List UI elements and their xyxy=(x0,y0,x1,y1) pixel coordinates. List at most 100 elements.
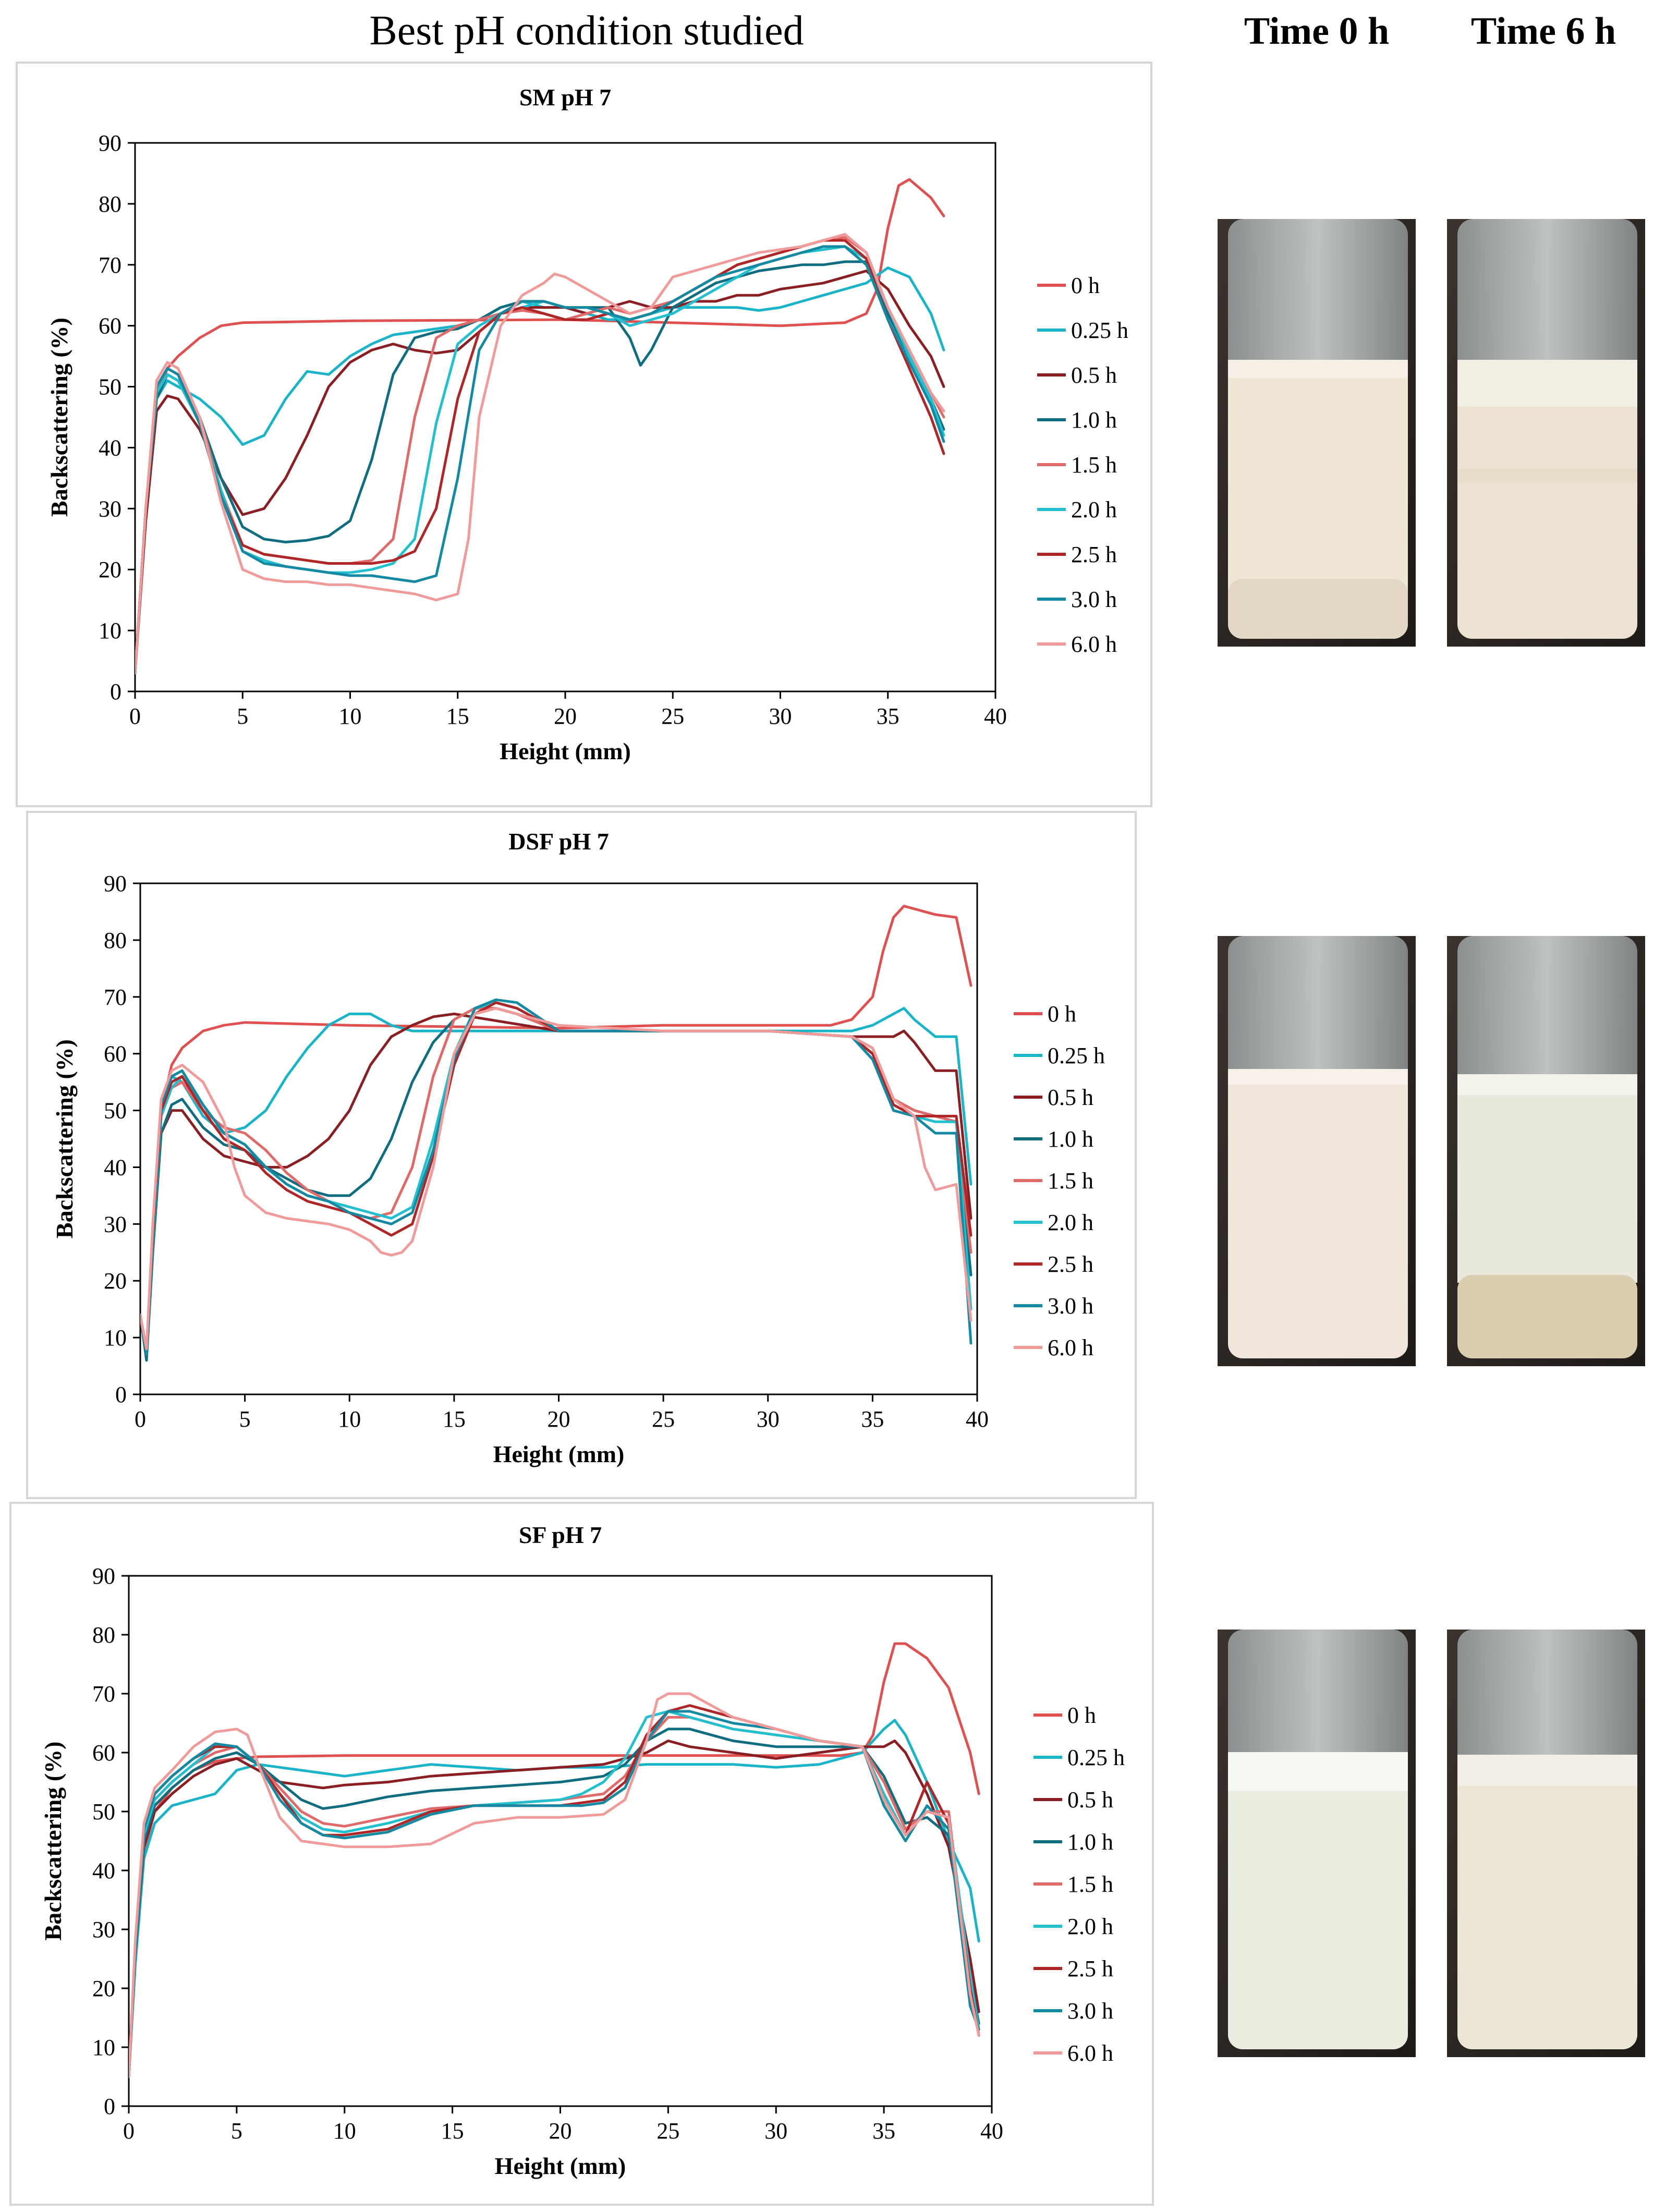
series-group xyxy=(140,905,972,1362)
legend-label: 1.5 h xyxy=(1067,1871,1113,1897)
legend-label: 0.5 h xyxy=(1048,1085,1093,1110)
chart-title: SM pH 7 xyxy=(519,84,611,111)
series-line-0-5-h xyxy=(135,270,945,675)
series-line-0-h xyxy=(129,1642,980,2078)
y-axis-title: Backscattering (%) xyxy=(51,1039,78,1238)
legend-label: 6.0 h xyxy=(1048,1335,1093,1360)
x-tick-label: 0 xyxy=(123,2118,135,2144)
legend-label: 2.5 h xyxy=(1067,1956,1113,1982)
x-tick-label: 40 xyxy=(966,1406,989,1432)
y-tick-label: 60 xyxy=(99,313,121,339)
series-line-0-h xyxy=(135,178,945,675)
y-tick-label: 30 xyxy=(104,1211,127,1237)
y-tick-label: 10 xyxy=(104,1325,127,1351)
x-tick-label: 30 xyxy=(757,1406,780,1432)
chart-title: SF pH 7 xyxy=(519,1522,602,1548)
series-group xyxy=(135,178,945,675)
y-tick-label: 80 xyxy=(99,191,121,217)
chart-sf-ph7: SF pH 7 0 10 20 30 40 50 60 70 80 90 0 5 10 15 20 25 30 35… xyxy=(40,1522,1125,2179)
y-tick-label: 20 xyxy=(99,557,121,582)
series-line-0-5-h xyxy=(140,1012,972,1356)
y-tick-label: 20 xyxy=(104,1268,127,1294)
legend-label: 0 h xyxy=(1067,1703,1096,1728)
series-line-3-0-h xyxy=(140,998,972,1356)
x-tick-label: 30 xyxy=(769,703,792,729)
chart-title: DSF pH 7 xyxy=(508,828,609,855)
legend-label: 2.5 h xyxy=(1071,542,1117,567)
series-line-2-5-h xyxy=(140,1001,972,1356)
vial-photo-dsf-0h xyxy=(1218,936,1416,1366)
legend-label: 2.0 h xyxy=(1071,497,1117,522)
y-tick-label: 50 xyxy=(99,374,121,400)
series-line-1-0-h xyxy=(140,1007,972,1362)
legend-label: 0.25 h xyxy=(1048,1043,1105,1068)
y-tick-label: 70 xyxy=(104,985,127,1010)
series-line-6-0-h xyxy=(129,1692,980,2078)
figure-heading: Best pH condition studied xyxy=(369,8,804,54)
legend-label: 1.5 h xyxy=(1048,1168,1093,1194)
vial-illustration xyxy=(1218,219,1416,647)
series-line-1-5-h xyxy=(129,1716,980,2078)
vial-photo-sm-0h xyxy=(1218,219,1416,647)
x-axis-title: Height (mm) xyxy=(500,738,631,764)
chart-panel-sm: SM pH 7 0 10 20 30 40 50 60 70 80 90 0 5 10 15 20 25 30 35… xyxy=(16,62,1152,807)
x-tick-label: 15 xyxy=(446,703,469,729)
x-tick-label: 25 xyxy=(652,1406,675,1432)
x-tick-label: 20 xyxy=(549,2118,572,2144)
x-tick-label: 10 xyxy=(338,1406,361,1432)
legend-label: 1.5 h xyxy=(1071,452,1117,478)
x-tick-label: 5 xyxy=(231,2118,242,2144)
x-tick-label: 35 xyxy=(877,703,899,729)
vial-photo-sf-0h xyxy=(1218,1630,1416,2057)
time-6h-label: Time 6 h xyxy=(1470,10,1616,53)
legend-label: 3.0 h xyxy=(1048,1293,1093,1319)
series-line-1-5-h xyxy=(140,1007,972,1356)
legend-label: 0.5 h xyxy=(1071,362,1117,388)
vial-photo-sm-6h xyxy=(1447,219,1645,647)
y-tick-label: 0 xyxy=(115,1382,127,1407)
series-line-0-25-h xyxy=(140,1007,972,1351)
y-tick-label: 90 xyxy=(104,871,127,896)
x-tick-label: 30 xyxy=(764,2118,787,2144)
y-tick-label: 0 xyxy=(104,2094,115,2119)
x-tick-label: 0 xyxy=(135,1406,146,1432)
x-tick-label: 10 xyxy=(339,703,362,729)
y-tick-label: 10 xyxy=(99,618,121,643)
series-line-0-5-h xyxy=(129,1739,980,2078)
legend-label: 0.25 h xyxy=(1071,318,1128,343)
chart-panel-dsf: DSF pH 7 0 10 20 30 40 50 60 70 80 90 0 5 10 15 20 25 30 3… xyxy=(26,811,1137,1499)
series-line-0-25-h xyxy=(135,266,945,675)
legend-label: 1.0 h xyxy=(1048,1126,1093,1152)
y-tick-label: 70 xyxy=(92,1681,115,1707)
legend-label: 3.0 h xyxy=(1067,1998,1113,2024)
series-line-2-0-h xyxy=(135,245,945,675)
plot-area xyxy=(139,882,978,1395)
legend-label: 1.0 h xyxy=(1071,407,1117,433)
x-tick-label: 35 xyxy=(872,2118,895,2144)
legend-label: 0.25 h xyxy=(1067,1745,1125,1770)
series-line-6-0-h xyxy=(140,1007,972,1351)
x-tick-label: 5 xyxy=(239,1406,251,1432)
chart-panel-sf: SF pH 7 0 10 20 30 40 50 60 70 80 90 0 5 10 15 20 25 30 35… xyxy=(9,1502,1154,2206)
x-tick-label: 0 xyxy=(129,703,141,729)
vial-illustration xyxy=(1218,1630,1416,2057)
y-tick-label: 0 xyxy=(110,679,121,704)
series-line-3-0-h xyxy=(135,245,945,675)
x-tick-label: 25 xyxy=(656,2118,679,2144)
y-tick-label: 40 xyxy=(99,435,121,460)
y-tick-label: 50 xyxy=(104,1098,127,1124)
x-axis-title: Height (mm) xyxy=(495,2153,626,2179)
x-tick-label: 40 xyxy=(980,2118,1003,2144)
vial-illustration xyxy=(1447,219,1645,647)
vial-illustration xyxy=(1218,936,1416,1366)
x-axis-title: Height (mm) xyxy=(493,1441,625,1467)
series-line-2-0-h xyxy=(140,1001,972,1356)
y-tick-label: 60 xyxy=(92,1740,115,1766)
x-tick-label: 40 xyxy=(984,703,1007,729)
y-tick-label: 30 xyxy=(92,1917,115,1942)
x-tick-label: 5 xyxy=(237,703,248,729)
y-tick-label: 40 xyxy=(92,1858,115,1883)
vial-photo-dsf-6h xyxy=(1447,936,1645,1366)
series-group xyxy=(129,1642,980,2078)
legend-label: 2.5 h xyxy=(1048,1251,1093,1277)
